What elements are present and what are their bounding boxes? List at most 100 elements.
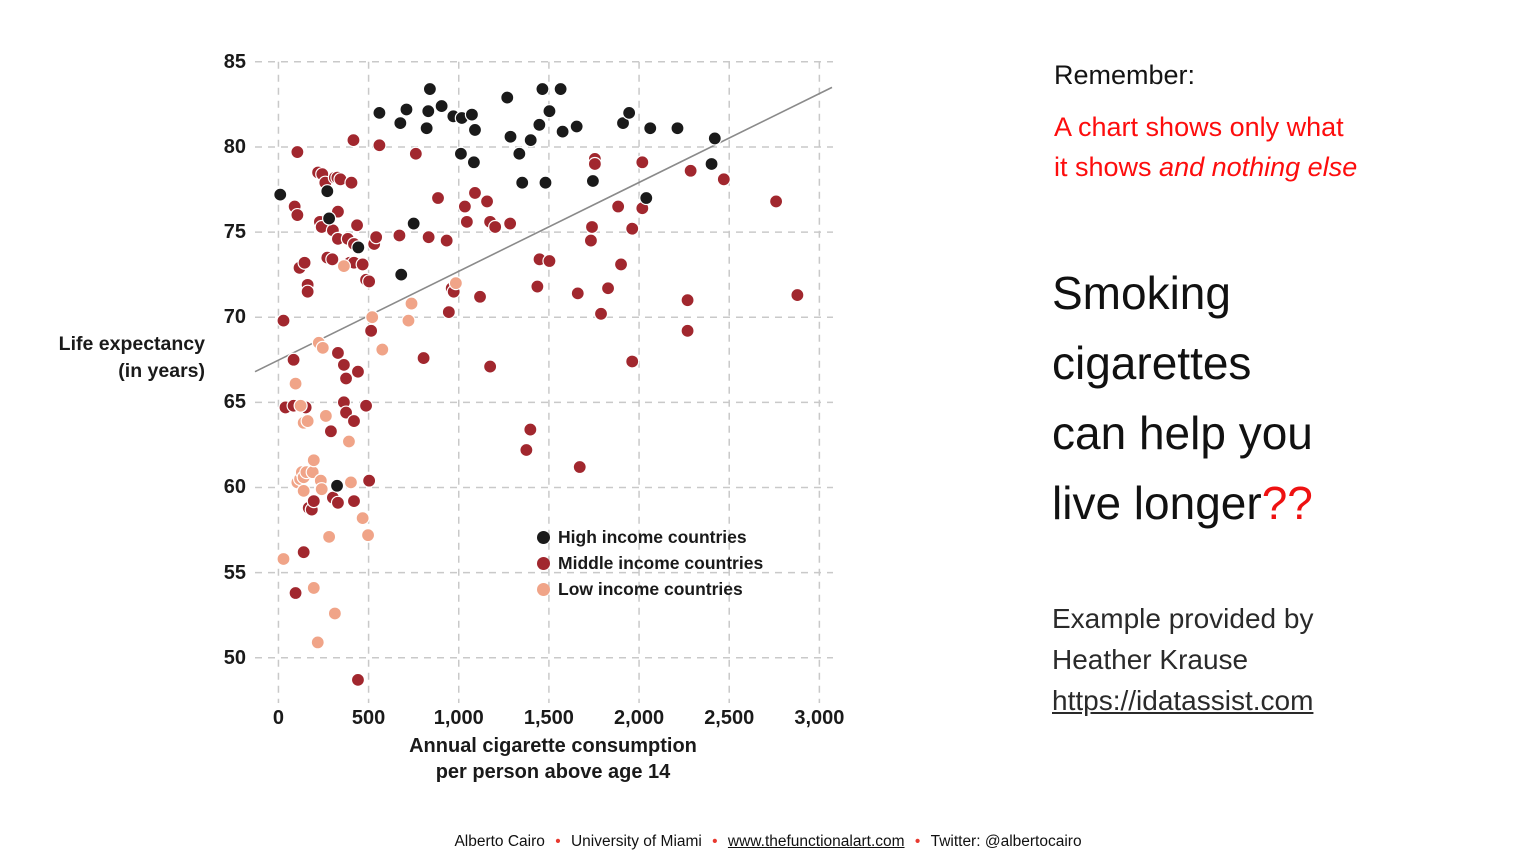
data-point bbox=[276, 551, 291, 567]
data-point bbox=[290, 144, 305, 160]
data-point bbox=[336, 259, 351, 274]
data-point bbox=[349, 218, 365, 233]
data-point bbox=[530, 279, 545, 294]
data-point bbox=[600, 281, 616, 296]
data-point bbox=[322, 211, 337, 226]
data-point bbox=[421, 230, 436, 245]
data-point bbox=[593, 306, 609, 321]
x-axis-title-line1: Annual cigarette consumption bbox=[409, 735, 697, 757]
data-point bbox=[503, 216, 518, 231]
data-point bbox=[467, 122, 483, 138]
footer-bullet: • bbox=[707, 833, 722, 850]
data-point bbox=[404, 296, 419, 311]
y-tick-label: 55 bbox=[223, 561, 246, 584]
footer-bullet: • bbox=[550, 833, 565, 850]
data-point bbox=[355, 257, 370, 272]
data-point bbox=[401, 313, 416, 328]
data-point bbox=[467, 185, 483, 201]
data-point bbox=[483, 359, 498, 374]
data-point bbox=[421, 104, 436, 119]
data-point bbox=[392, 228, 407, 243]
data-point bbox=[585, 173, 601, 189]
data-point bbox=[515, 175, 530, 190]
legend-item-high-income: High income countries bbox=[537, 524, 763, 550]
idatassist-link[interactable]: https://idatassist.com bbox=[1052, 685, 1314, 716]
data-point bbox=[519, 442, 534, 458]
data-point bbox=[327, 606, 342, 621]
data-point bbox=[535, 81, 550, 97]
credit-line2: Heather Krause bbox=[1052, 644, 1249, 675]
data-point bbox=[434, 98, 449, 114]
headline: Smoking cigarettes can help you live lon… bbox=[1052, 258, 1313, 538]
data-point bbox=[523, 133, 538, 148]
x-axis-title-line2: per person above age 14 bbox=[435, 761, 671, 783]
data-point bbox=[769, 194, 784, 209]
data-point bbox=[464, 107, 480, 122]
data-point bbox=[670, 121, 685, 136]
data-point bbox=[532, 117, 547, 132]
data-point bbox=[350, 672, 366, 687]
data-point bbox=[459, 214, 474, 229]
data-point bbox=[329, 478, 345, 493]
data-point bbox=[318, 408, 333, 424]
data-point bbox=[290, 207, 305, 223]
headline-line2: cigarettes bbox=[1052, 337, 1252, 389]
y-tick-label: 60 bbox=[223, 476, 246, 499]
data-point bbox=[472, 289, 488, 304]
data-point bbox=[399, 102, 414, 117]
legend-item-low-income: Low income countries bbox=[537, 576, 763, 602]
data-point bbox=[680, 293, 695, 308]
x-tick-label: 0 bbox=[272, 707, 284, 729]
data-point bbox=[584, 219, 600, 235]
remember-heading: Remember: bbox=[1054, 60, 1196, 90]
data-point bbox=[570, 286, 585, 301]
data-point bbox=[372, 138, 387, 153]
data-point bbox=[306, 580, 321, 596]
data-point bbox=[488, 219, 503, 235]
data-point bbox=[314, 482, 329, 497]
data-point bbox=[479, 194, 495, 209]
functionalart-link[interactable]: www.thefunctionalart.com bbox=[727, 833, 905, 850]
data-point bbox=[288, 376, 303, 391]
data-point bbox=[276, 313, 291, 328]
data-point bbox=[419, 121, 434, 136]
data-point bbox=[351, 240, 366, 255]
data-point bbox=[704, 156, 719, 172]
chart-legend: High income countries Middle income count… bbox=[537, 524, 763, 602]
data-point bbox=[365, 310, 380, 325]
data-point bbox=[716, 172, 731, 187]
data-point bbox=[643, 121, 658, 136]
data-point bbox=[790, 287, 805, 303]
x-tick-label: 1,000 bbox=[433, 707, 484, 729]
data-point bbox=[320, 184, 335, 199]
data-point bbox=[625, 221, 640, 236]
data-point bbox=[360, 528, 376, 543]
data-point bbox=[358, 398, 374, 413]
data-point bbox=[466, 155, 481, 170]
legend-item-middle-income: Middle income countries bbox=[537, 550, 763, 576]
data-point bbox=[683, 163, 698, 178]
data-point bbox=[555, 124, 570, 139]
data-point bbox=[542, 253, 557, 269]
footer-segment: Alberto Cairo bbox=[454, 833, 545, 850]
x-axis-title: Annual cigarette consumption per person … bbox=[353, 733, 753, 785]
data-point bbox=[346, 413, 362, 429]
warning-line1: A chart shows only what bbox=[1054, 112, 1344, 142]
data-point bbox=[587, 156, 602, 172]
data-point bbox=[343, 475, 359, 490]
trend-line bbox=[254, 86, 833, 373]
data-point bbox=[569, 119, 584, 134]
y-tick-label: 75 bbox=[223, 221, 246, 244]
warning-line2: it shows and nothing else bbox=[1054, 152, 1358, 182]
data-point bbox=[639, 190, 654, 206]
data-point bbox=[422, 81, 438, 97]
data-point bbox=[273, 187, 288, 202]
credit-line1: Example provided by bbox=[1052, 603, 1314, 634]
data-point bbox=[322, 529, 337, 544]
y-axis-title-line2: (in years) bbox=[118, 360, 205, 382]
legend-swatch-middle-income bbox=[537, 556, 550, 570]
headline-line3: can help you bbox=[1052, 407, 1313, 459]
y-axis-title: Life expectancy (in years) bbox=[5, 331, 205, 385]
data-point bbox=[344, 175, 359, 190]
